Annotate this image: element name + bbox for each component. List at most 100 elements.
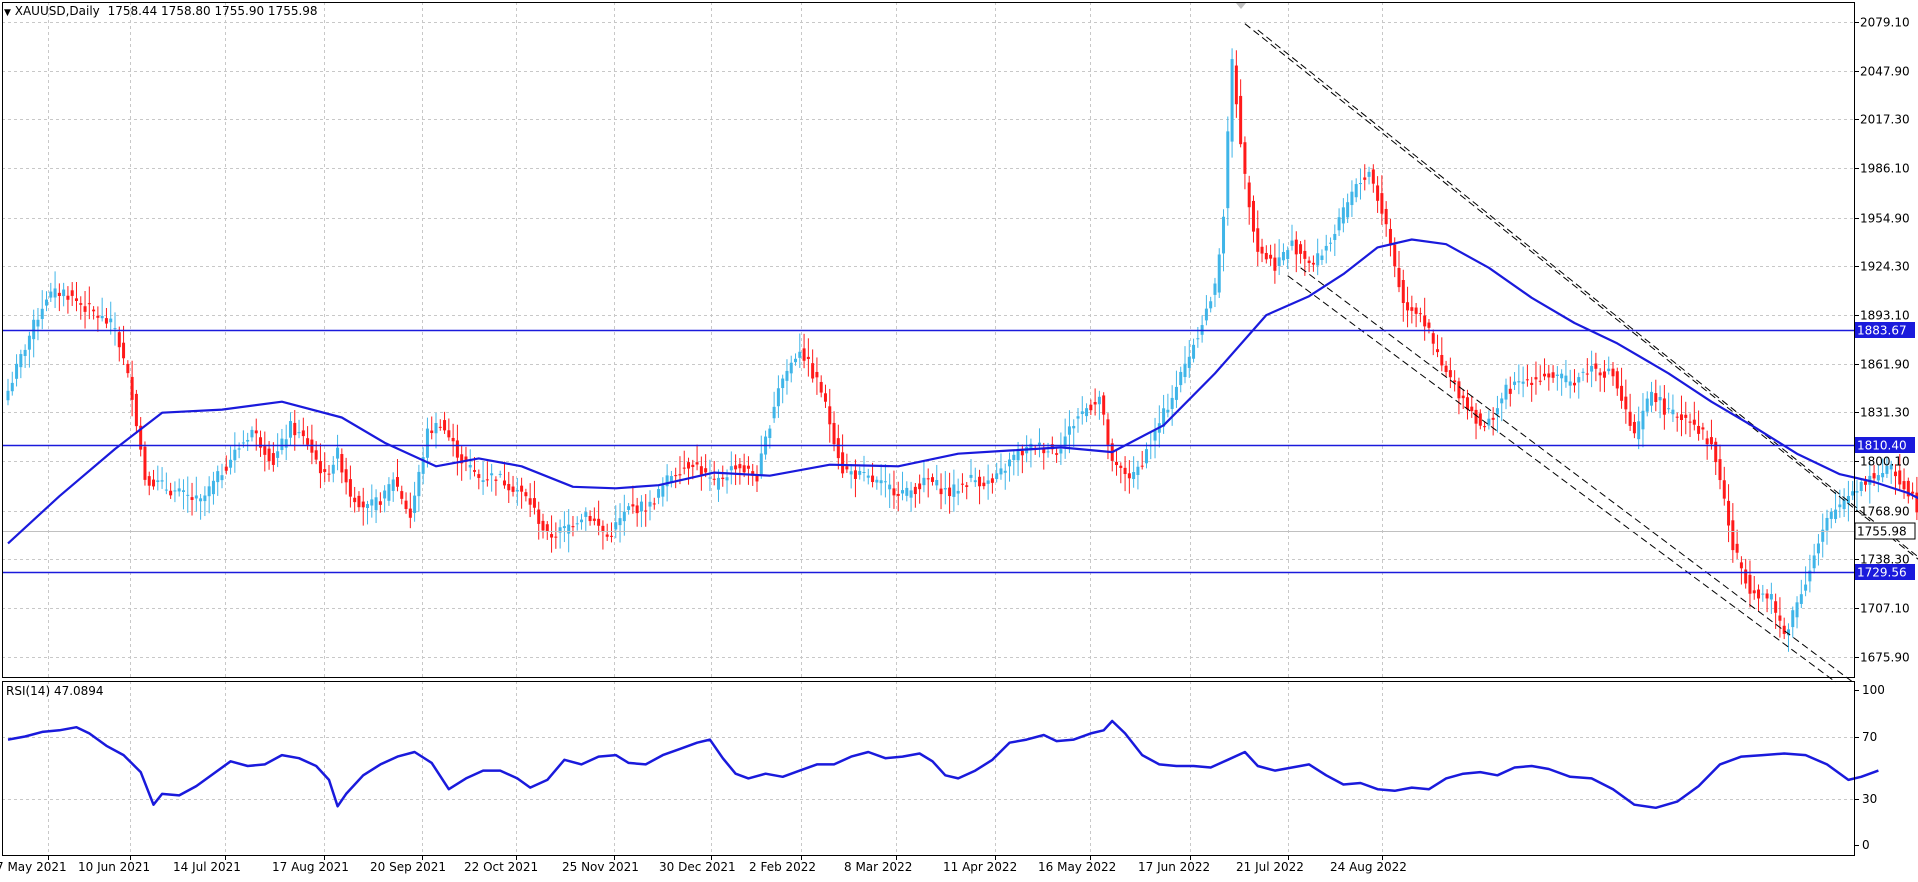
candle-body [1445,366,1448,372]
candle-body [28,336,31,350]
candle-body [1282,252,1285,260]
level-price-label: 1729.56 [1857,566,1907,580]
candle-body [165,490,168,491]
candle-body [1295,240,1298,255]
candle-body [1278,257,1281,266]
candle-body [995,473,998,479]
candle-body [298,432,301,433]
candle-body [1047,451,1050,452]
candle-body [1355,184,1358,197]
candle-body [1359,183,1362,184]
candle-body [1136,467,1139,475]
candle-body [383,491,386,499]
candle-body [302,430,305,436]
candle-body [614,522,617,529]
candle-body [1479,413,1482,425]
candle-body [918,483,921,489]
candlestick-series [7,48,1918,651]
main-plot-border [3,3,1855,678]
trend-channel-line[interactable] [1245,24,1918,682]
candle-body [1449,370,1452,377]
candle-body [1299,244,1302,254]
price-tick-label: 1800.10 [1860,455,1910,469]
candle-body [118,332,121,347]
candle-body [456,440,459,457]
candle-body [1192,345,1195,359]
candle-body [494,480,497,481]
candle-body [1552,372,1555,378]
candle-body [1291,241,1294,246]
candle-body [691,465,694,467]
candle-body [644,511,647,512]
candle-body [1830,512,1833,519]
candle-body [910,490,913,497]
candle-body [366,504,369,508]
candle-body [580,520,583,523]
horizontal-levels[interactable] [2,331,1854,573]
candle-body [726,477,729,480]
candle-body [734,465,737,469]
rsi-tick-label: 30 [1862,792,1877,806]
candle-body [794,359,797,362]
candle-body [417,472,420,496]
candle-body [1663,398,1666,414]
candle-body [387,484,390,501]
candle-body [661,485,664,496]
candle-body [203,496,206,502]
level-price-label: 1810.40 [1857,439,1907,453]
time-tick-label: 2 Feb 2022 [749,860,816,874]
candle-body [999,468,1002,474]
candle-body [1320,256,1323,260]
trend-channel-line[interactable] [1258,30,1918,682]
trend-channel-line[interactable] [1288,276,1836,682]
candle-body [1094,402,1097,404]
candle-body [1115,462,1118,465]
candle-body [396,477,399,487]
candle-body [1265,253,1268,259]
candle-body [263,446,266,455]
candle-body [965,485,968,487]
candle-body [1740,562,1743,568]
candle-body [24,350,27,356]
candle-body [854,470,857,479]
price-tick-label: 1924.30 [1860,260,1910,274]
candle-body [507,484,510,490]
candle-body [280,439,283,450]
candle-body [1761,594,1764,595]
candle-body [790,363,793,374]
candle-body [1582,372,1585,373]
candle-body [1470,407,1473,411]
candle-body [413,496,416,513]
trend-channel-lines[interactable] [1245,24,1918,682]
candle-body [1475,410,1478,424]
candle-body [892,488,895,495]
price-tick-label: 1768.90 [1860,505,1910,519]
candle-body [828,406,831,424]
candle-body [824,393,827,401]
candle-body [122,343,125,359]
candle-body [1757,590,1760,599]
collapse-triangle-icon[interactable]: ▼ [4,8,11,18]
price-tick-label: 1986.10 [1860,162,1910,176]
candle-body [75,298,78,301]
candle-body [991,478,994,483]
candle-body [597,519,600,526]
candle-body [1697,426,1700,434]
candle-body [1834,510,1837,519]
candle-body [143,447,146,480]
candle-body [1410,307,1413,311]
candle-body [1179,372,1182,385]
candle-body [135,394,138,426]
candle-body [1081,411,1084,414]
candle-body [1175,387,1178,400]
candle-body [1706,438,1709,444]
time-tick-label: 14 Jul 2021 [173,860,241,874]
candle-body [285,439,288,447]
candle-body [738,464,741,468]
candle-body [623,512,626,521]
candle-body [1766,594,1769,599]
price-axis[interactable]: 2079.102047.902017.301986.101954.901924.… [1854,16,1915,853]
